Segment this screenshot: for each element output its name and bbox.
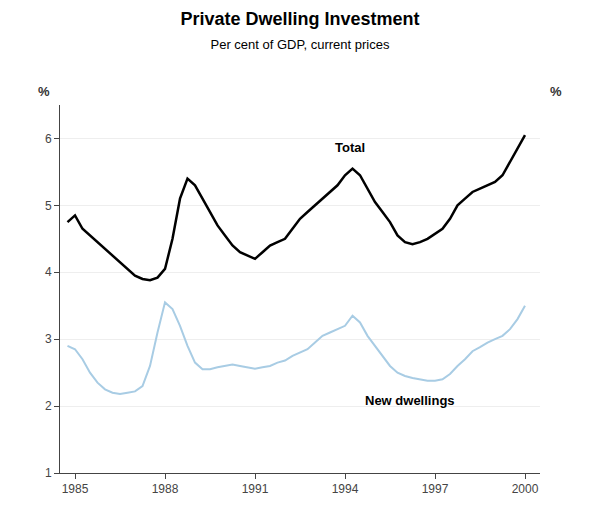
svg-text:1997: 1997 [422, 482, 449, 496]
svg-text:3: 3 [45, 332, 52, 346]
svg-text:2000: 2000 [512, 482, 539, 496]
svg-text:1994: 1994 [332, 482, 359, 496]
svg-text:Private Dwelling InvestmentPer: Private Dwelling InvestmentPer cent of G… [180, 9, 419, 51]
svg-text:1991: 1991 [242, 482, 269, 496]
svg-text:%: % [550, 84, 562, 99]
svg-text:6: 6 [45, 132, 52, 146]
svg-text:1985: 1985 [62, 482, 89, 496]
svg-text:1988: 1988 [152, 482, 179, 496]
svg-text:2: 2 [45, 399, 52, 413]
svg-text:Total: Total [335, 140, 365, 155]
svg-text:New dwellings: New dwellings [365, 393, 455, 408]
svg-text:5: 5 [45, 199, 52, 213]
svg-text:%: % [38, 84, 50, 99]
svg-text:1: 1 [45, 466, 52, 480]
svg-text:4: 4 [45, 265, 52, 279]
